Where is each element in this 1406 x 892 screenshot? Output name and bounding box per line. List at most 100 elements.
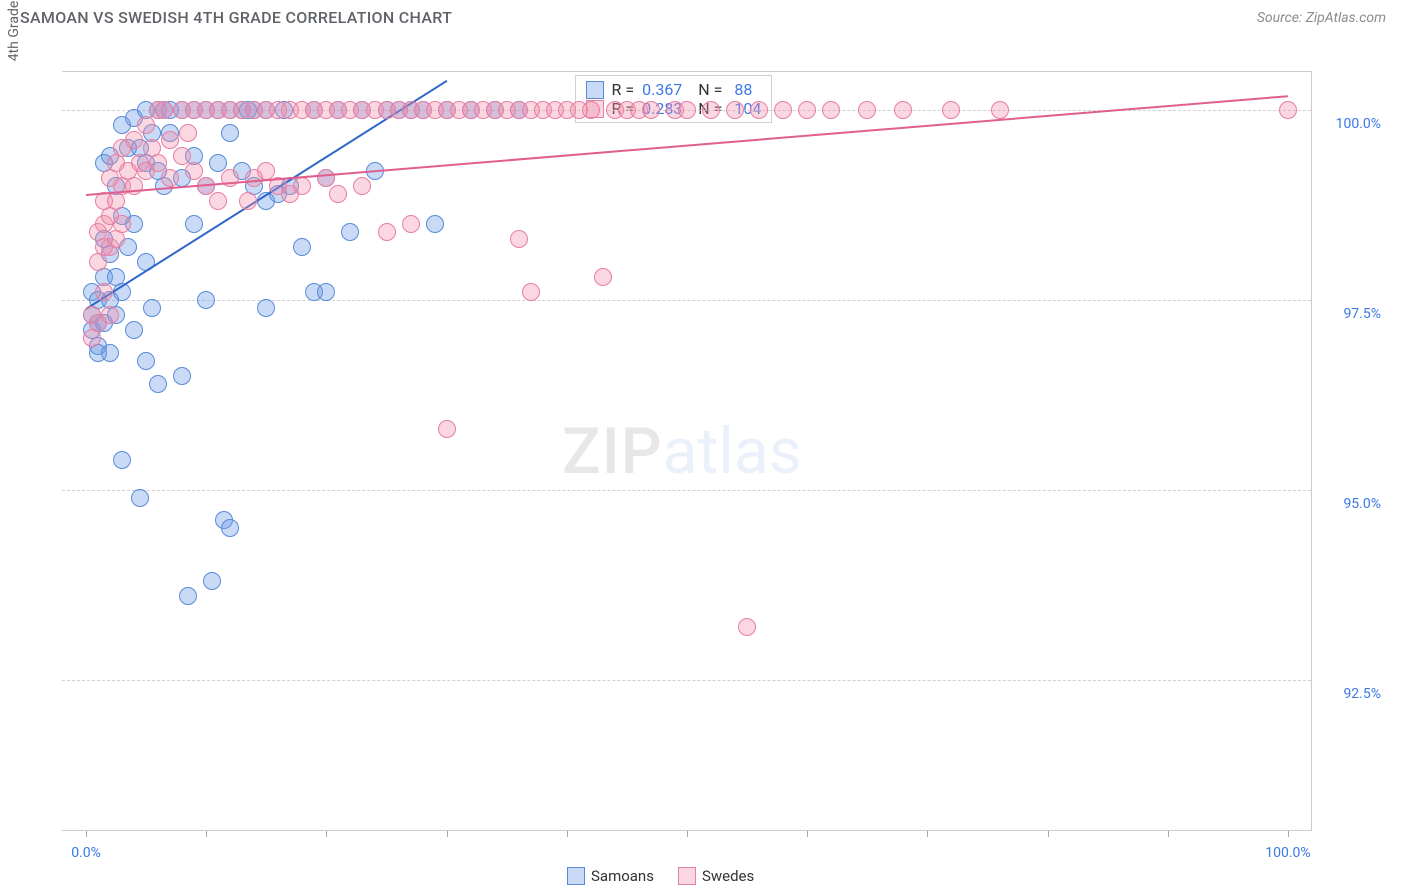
data-point xyxy=(341,223,359,241)
data-point xyxy=(125,131,143,149)
data-point xyxy=(293,177,311,195)
data-point xyxy=(822,101,840,119)
chart-source: Source: ZipAtlas.com xyxy=(1257,10,1386,26)
data-point xyxy=(185,215,203,233)
stats-r-key: R = xyxy=(612,80,635,99)
data-point xyxy=(125,321,143,339)
data-point xyxy=(185,162,203,180)
data-point xyxy=(858,101,876,119)
data-point xyxy=(203,572,221,590)
data-point xyxy=(798,101,816,119)
data-point xyxy=(991,101,1009,119)
plot-area: ZIPatlas R =0.367 N = 88R =0.283 N = 104… xyxy=(62,71,1312,831)
data-point xyxy=(402,215,420,233)
data-point xyxy=(750,101,768,119)
data-point xyxy=(113,215,131,233)
x-tick xyxy=(1288,831,1289,837)
data-point xyxy=(378,223,396,241)
data-point xyxy=(113,451,131,469)
data-point xyxy=(317,169,335,187)
stats-row: R = 0.367 N = 88 xyxy=(586,80,762,99)
data-point xyxy=(942,101,960,119)
bottom-legend: Samoans Swedes xyxy=(567,867,754,885)
y-tick-label: 97.5% xyxy=(1321,306,1381,322)
data-point xyxy=(209,154,227,172)
stats-n-val: 88 xyxy=(730,80,752,99)
grid-line xyxy=(62,680,1311,681)
legend-item: Samoans xyxy=(567,867,654,885)
x-tick xyxy=(807,831,808,837)
legend-item: Swedes xyxy=(678,867,754,885)
chart-title: SAMOAN VS SWEDISH 4TH GRADE CORRELATION … xyxy=(20,8,452,27)
data-point xyxy=(774,101,792,119)
x-tick-label: 100.0% xyxy=(1265,845,1310,861)
data-point xyxy=(95,283,113,301)
data-point xyxy=(594,268,612,286)
data-point xyxy=(726,101,744,119)
x-tick-label: 0.0% xyxy=(71,845,101,861)
x-tick xyxy=(1168,831,1169,837)
legend-swatch xyxy=(567,867,585,885)
x-tick xyxy=(687,831,688,837)
data-point xyxy=(173,147,191,165)
data-point xyxy=(510,230,528,248)
x-tick xyxy=(927,831,928,837)
data-point xyxy=(149,154,167,172)
data-point xyxy=(522,283,540,301)
watermark-atlas: atlas xyxy=(663,414,802,489)
data-point xyxy=(149,375,167,393)
data-point xyxy=(161,169,179,187)
data-point xyxy=(426,215,444,233)
data-point xyxy=(137,116,155,134)
data-point xyxy=(438,420,456,438)
y-tick-label: 100.0% xyxy=(1321,116,1381,132)
data-point xyxy=(582,101,600,119)
data-point xyxy=(702,101,720,119)
data-point xyxy=(131,489,149,507)
data-point xyxy=(179,587,197,605)
data-point xyxy=(293,238,311,256)
legend-label: Samoans xyxy=(591,867,654,885)
data-point xyxy=(137,352,155,370)
data-point xyxy=(197,291,215,309)
data-point xyxy=(257,162,275,180)
data-point xyxy=(257,299,275,317)
legend-swatch xyxy=(678,867,696,885)
data-point xyxy=(239,192,257,210)
data-point xyxy=(738,618,756,636)
data-point xyxy=(894,101,912,119)
x-tick xyxy=(326,831,327,837)
data-point xyxy=(221,124,239,142)
x-tick xyxy=(1048,831,1049,837)
y-tick-label: 92.5% xyxy=(1321,686,1381,702)
x-tick xyxy=(206,831,207,837)
data-point xyxy=(161,131,179,149)
stats-n-key: N = xyxy=(690,80,722,99)
data-point xyxy=(143,299,161,317)
watermark: ZIPatlas xyxy=(562,414,802,489)
data-point xyxy=(101,306,119,324)
data-point xyxy=(209,192,227,210)
data-point xyxy=(101,344,119,362)
x-tick xyxy=(86,831,87,837)
data-point xyxy=(155,101,173,119)
legend-swatch xyxy=(586,81,604,99)
data-point xyxy=(179,124,197,142)
data-point xyxy=(317,283,335,301)
x-tick xyxy=(447,831,448,837)
data-point xyxy=(221,519,239,537)
data-point xyxy=(1279,101,1297,119)
y-tick-label: 95.0% xyxy=(1321,496,1381,512)
data-point xyxy=(221,169,239,187)
data-point xyxy=(173,367,191,385)
data-point xyxy=(329,185,347,203)
stats-r-val: 0.367 xyxy=(642,80,682,99)
grid-line xyxy=(62,300,1311,301)
y-axis-label: 4th Grade xyxy=(6,1,22,62)
grid-line xyxy=(62,490,1311,491)
data-point xyxy=(353,177,371,195)
data-point xyxy=(642,101,660,119)
watermark-zip: ZIP xyxy=(562,414,663,489)
data-point xyxy=(678,101,696,119)
x-tick xyxy=(567,831,568,837)
